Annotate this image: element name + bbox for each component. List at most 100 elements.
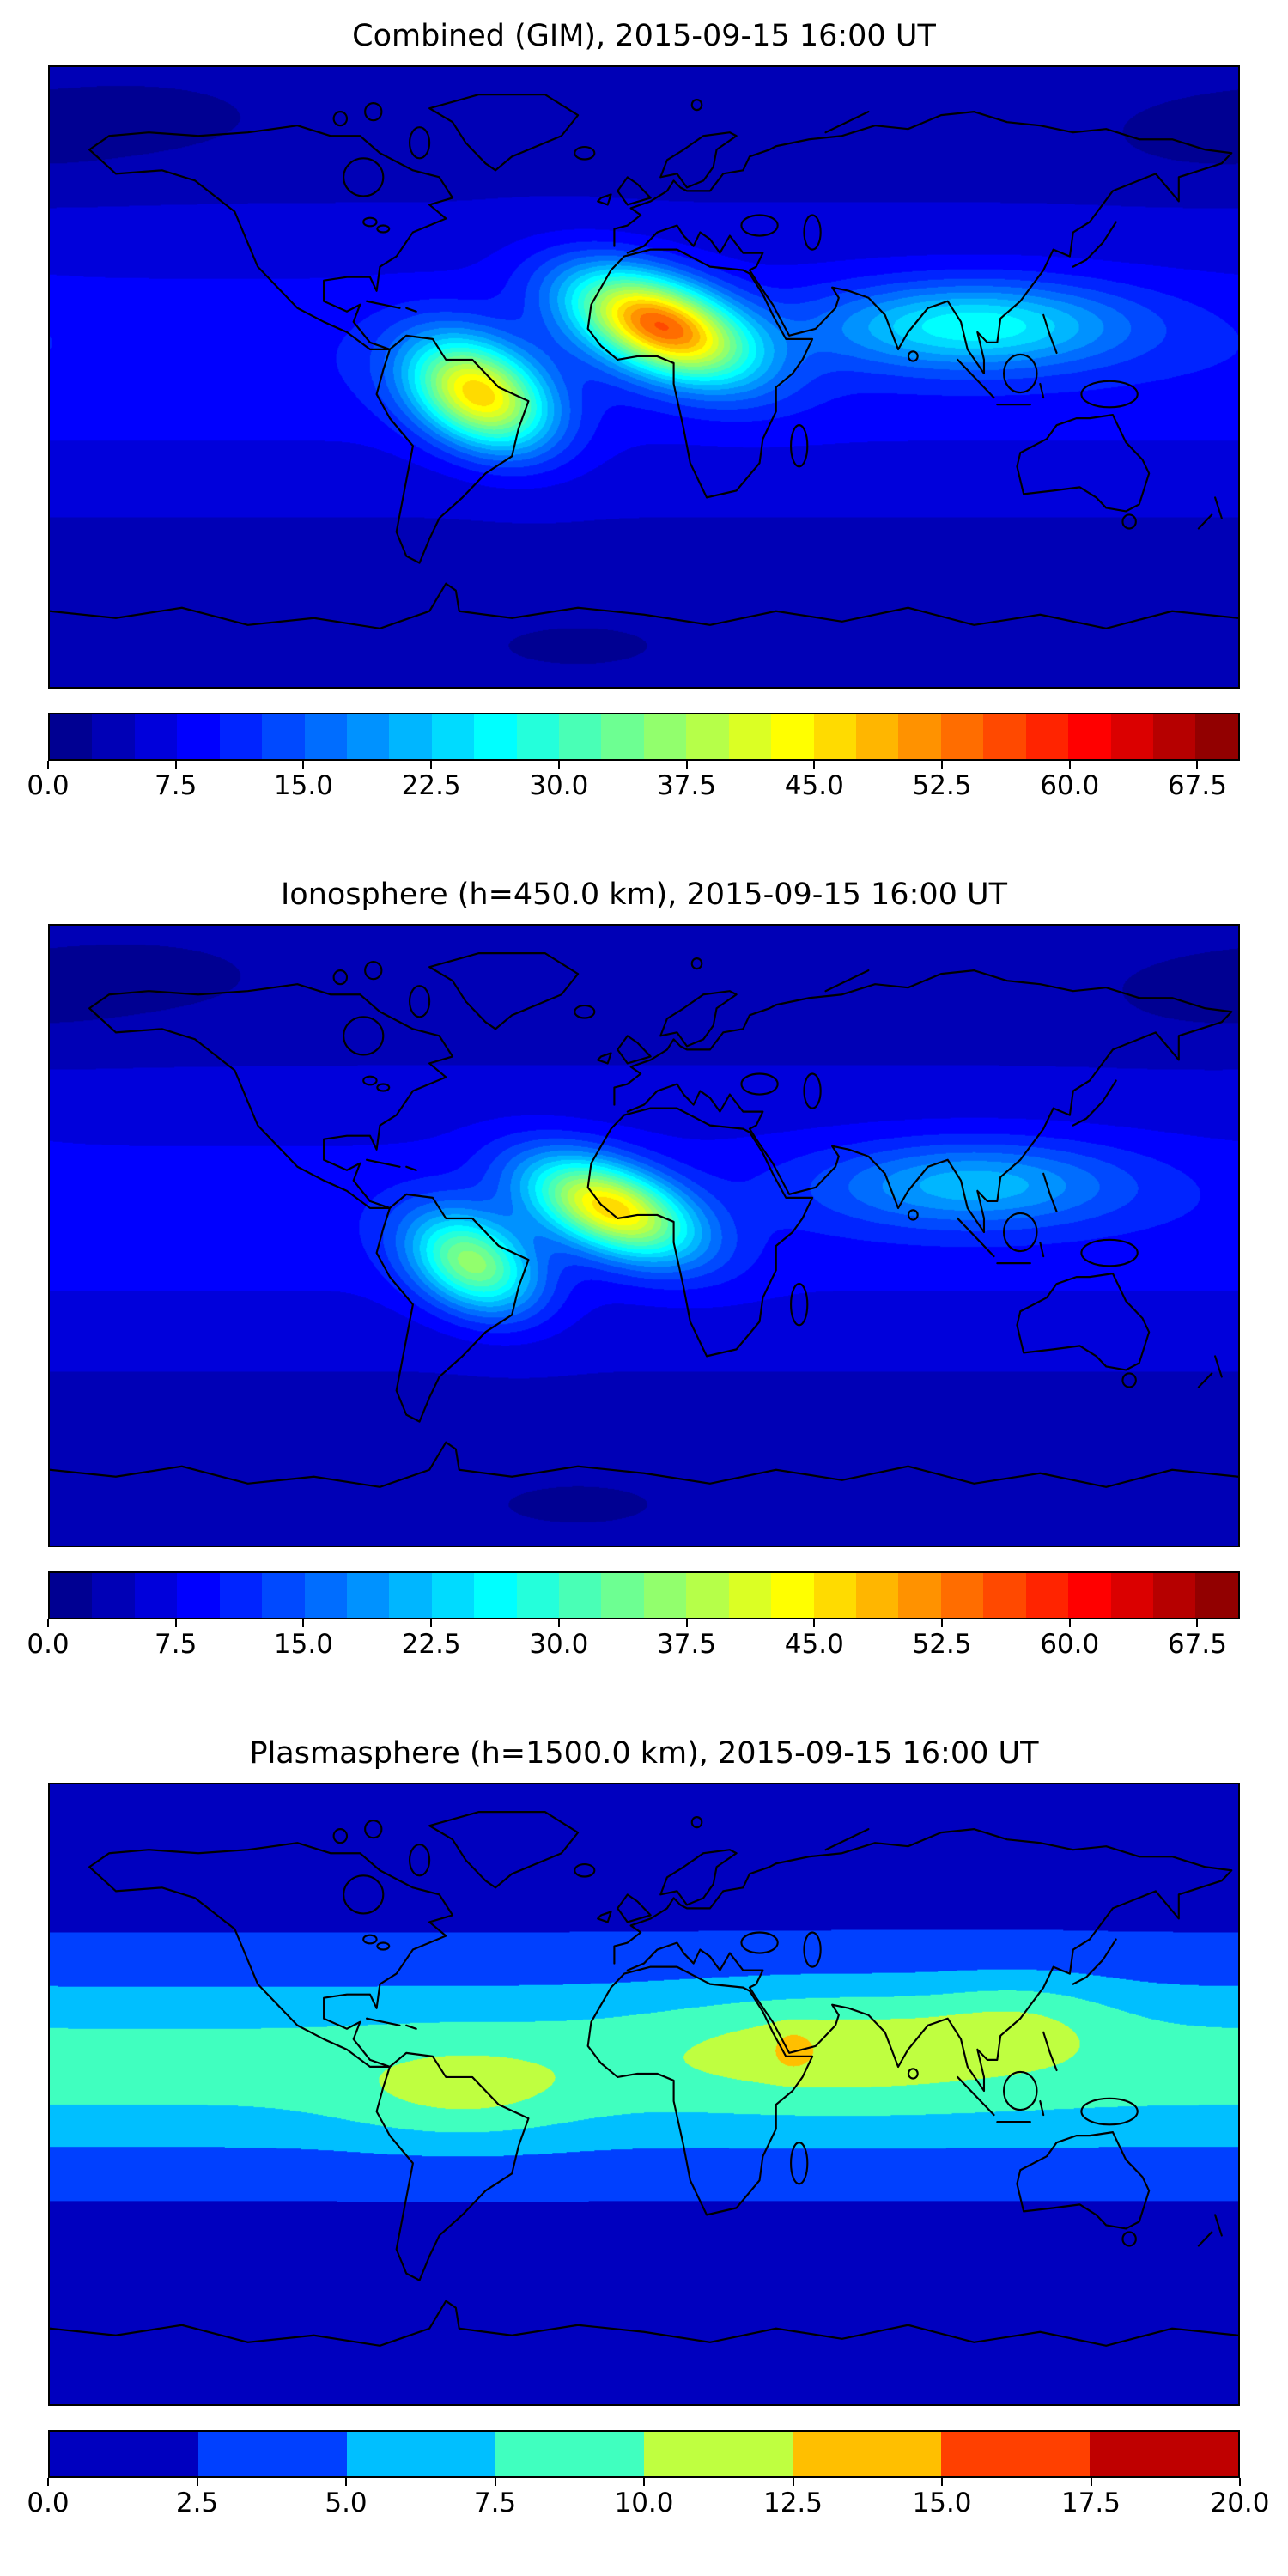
panel-ionosphere: Ionosphere (h=450.0 km), 2015-09-15 16:0…: [0, 859, 1288, 1717]
coastline-cuba: [366, 1158, 401, 1168]
coastline-great-lake-2: [376, 224, 391, 234]
colorbar-segment: [1068, 714, 1111, 759]
colorbar-tickmark: [494, 2478, 496, 2486]
colorbar: [48, 1571, 1240, 1619]
colorbar-tick-label: 60.0: [1040, 1629, 1100, 1660]
colorbar-segment: [643, 1573, 687, 1618]
colorbar-tick-label: 60.0: [1040, 770, 1100, 801]
colorbar-tickmark: [430, 761, 433, 769]
coastline-novaya-zemlya: [824, 111, 870, 134]
coastline-japan: [1072, 221, 1117, 268]
colorbar-tickmark: [685, 761, 688, 769]
coastline-borneo: [1002, 1212, 1038, 1253]
colorbar-segment: [50, 2432, 198, 2476]
colorbar-segment: [495, 2432, 644, 2476]
coastline-great-lake-1: [362, 1075, 378, 1086]
colorbar-segment: [198, 2432, 347, 2476]
colorbar-tickmark: [302, 1619, 305, 1627]
colorbar-tick-label: 37.5: [657, 1629, 717, 1660]
colorbar-segment: [813, 714, 857, 759]
colorbar-tickmark: [1068, 1619, 1071, 1627]
colorbar-segment: [431, 1573, 475, 1618]
coastline-great-lake-1: [362, 216, 378, 228]
colorbar-segment: [856, 1573, 899, 1618]
colorbar-segment: [134, 1573, 178, 1618]
coastline-great-lake-2: [376, 1083, 391, 1092]
colorbar-tickmark: [302, 761, 305, 769]
tec-field-canvas: [50, 67, 1238, 687]
colorbar-tickmark: [813, 761, 816, 769]
coastline-south-america: [375, 1193, 530, 1423]
colorbar-tick-label: 0.0: [27, 770, 70, 801]
colorbar-row: 0.0 2.5 5.0 7.5 10.0 12.5 15.0 17.5 20.0: [27, 2430, 1270, 2524]
coastline-great-lake-1: [362, 1934, 378, 1945]
colorbar-tick-label: 15.0: [912, 2488, 972, 2518]
coastline-baffin-island: [408, 126, 431, 160]
panel-title: Ionosphere (h=450.0 km), 2015-09-15 16:0…: [280, 878, 1008, 912]
colorbar-tick-label: 7.5: [155, 1629, 197, 1660]
colorbar-tick-label: 67.5: [1167, 770, 1227, 801]
colorbar-segment: [347, 2432, 495, 2476]
colorbar-tick-label: 45.0: [784, 1629, 844, 1660]
coastline-philippines: [1042, 1172, 1058, 1213]
coastline-africa: [586, 1965, 814, 2216]
colorbar-segment: [1195, 1573, 1238, 1618]
coastline-japan: [1072, 1938, 1117, 1985]
panel-combined-gim: Combined (GIM), 2015-09-15 16:00 UT: [0, 0, 1288, 859]
colorbar-segment: [941, 2432, 1090, 2476]
coastline-hudson-bay: [343, 1874, 385, 1915]
colorbar-tickmark: [792, 2478, 794, 2486]
colorbar-segment: [1025, 1573, 1069, 1618]
colorbar-tick-label: 0.0: [27, 2488, 70, 2518]
colorbar-segment: [728, 714, 772, 759]
coastline-svalbard: [690, 1816, 703, 1829]
colorbar-segment: [559, 1573, 602, 1618]
colorbar-tick-label: 20.0: [1210, 2488, 1270, 2518]
coastline-black-sea: [740, 214, 779, 237]
colorbar-tickmark: [685, 1619, 688, 1627]
colorbar-tickmark: [643, 2478, 645, 2486]
coastline-australia: [1016, 2131, 1151, 2230]
colorbar-segment: [219, 1573, 263, 1618]
colorbar-segment: [1068, 1573, 1111, 1618]
colorbar-segment: [304, 1573, 347, 1618]
coastline-caspian-sea: [803, 1931, 822, 1968]
colorbar-segment: [898, 1573, 941, 1618]
coastline-arctic-island-2: [332, 111, 349, 127]
coastline-black-sea: [740, 1072, 779, 1096]
colorbar-tick-label: 0.0: [27, 1629, 70, 1660]
colorbar-segment: [50, 1573, 93, 1618]
colorbar-tick-label: 12.5: [762, 2488, 823, 2518]
panel-title: Plasmasphere (h=1500.0 km), 2015-09-15 1…: [249, 1736, 1039, 1771]
colorbar-segment: [92, 1573, 135, 1618]
colorbar-segment: [601, 714, 644, 759]
colorbar-tick-label: 7.5: [473, 2488, 517, 2518]
coastline-sumatra: [957, 2075, 995, 2117]
colorbar-segment: [177, 714, 220, 759]
colorbar-segment: [983, 714, 1026, 759]
coastline-iceland: [574, 145, 596, 161]
colorbar-segment: [1195, 714, 1238, 759]
colorbar-tickmark: [1196, 761, 1199, 769]
coastline-south-america: [375, 334, 530, 564]
colorbar-tickmark: [174, 761, 177, 769]
colorbar-row: 0.0 7.5 15.0 22.5 30.0 37.5 45.0 52.5 60.0 67.5: [27, 713, 1240, 807]
coastline-borneo: [1002, 353, 1038, 394]
coastline-caspian-sea: [803, 1072, 822, 1109]
colorbar-segment: [177, 1573, 220, 1618]
coastline-svalbard: [690, 99, 703, 112]
coastline-britain: [617, 176, 652, 206]
colorbar-segment: [134, 714, 178, 759]
colorbar-segment: [1152, 1573, 1196, 1618]
coastline-sulawesi: [1039, 2099, 1045, 2117]
colorbar-segment: [983, 1573, 1026, 1618]
colorbar-segment: [644, 2432, 793, 2476]
coastline-new-zealand: [1197, 1355, 1223, 1388]
coastline-black-sea: [740, 1931, 779, 1954]
colorbar-segment: [898, 714, 941, 759]
colorbar-tick-label: 37.5: [657, 770, 717, 801]
colorbar-ticks: 0.0 7.5 15.0 22.5 30.0 37.5 45.0 52.5 60.0 67.5: [27, 761, 1240, 807]
colorbar-segment: [389, 714, 432, 759]
colorbar-tickmark: [557, 1619, 560, 1627]
map-ionosphere: [48, 924, 1240, 1547]
